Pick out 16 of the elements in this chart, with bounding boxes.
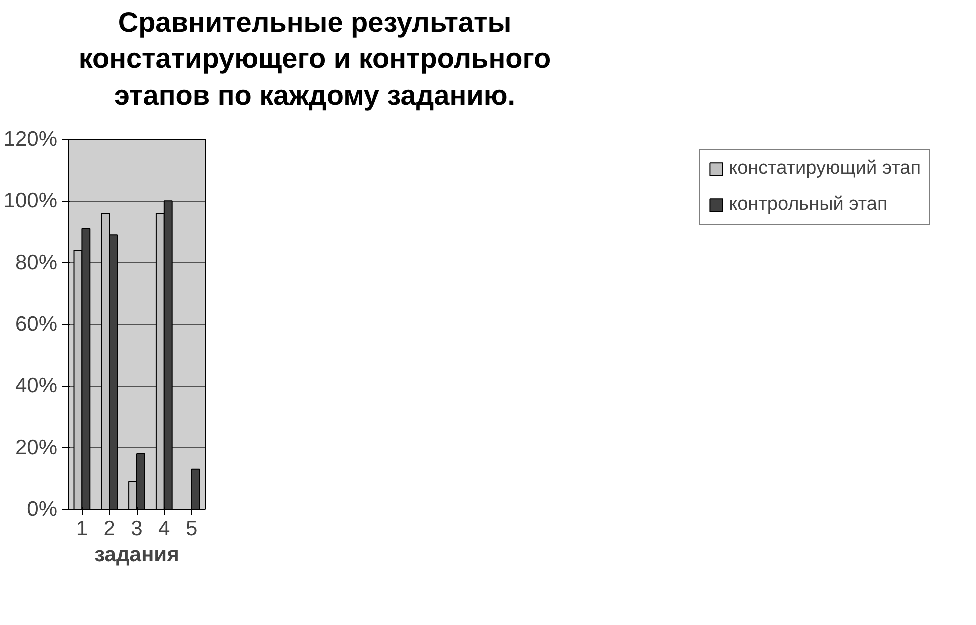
- y-tick-label: 60%: [15, 313, 58, 336]
- y-tick-label: 20%: [15, 436, 58, 460]
- x-tick-label: 5: [186, 518, 198, 541]
- y-tick-label: 0%: [27, 498, 58, 522]
- x-tick-label: 1: [76, 518, 88, 541]
- text: Сравнительные результаты констатирующего и контрольного этапов по каждому заданию.: [78, 6, 552, 113]
- legend-label: контрольный этап: [729, 194, 888, 216]
- x-tick-label: 4: [158, 518, 171, 541]
- y-tick-label: 80%: [15, 252, 58, 275]
- legend-label: констатирующий этап: [729, 158, 921, 180]
- y-tick-label: 100%: [4, 190, 58, 213]
- x-tick-label: 3: [131, 518, 143, 541]
- y-tick-label: 120%: [4, 128, 58, 152]
- y-tick-label: 40%: [15, 374, 58, 398]
- x-axis-title: задания: [94, 544, 180, 567]
- x-tick-label: 2: [104, 518, 116, 541]
